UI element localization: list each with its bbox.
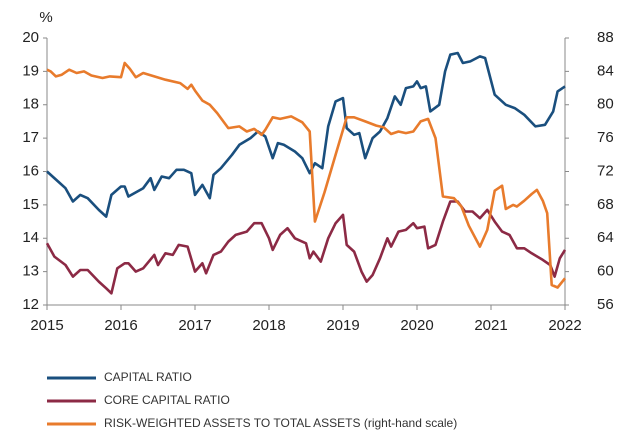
y2-tick-label: 76 bbox=[597, 129, 614, 146]
x-tick-label: 2017 bbox=[178, 317, 211, 334]
series-line bbox=[46, 51, 566, 218]
legend-label: RISK-WEIGHTED ASSETS TO TOTAL ASSETS (ri… bbox=[104, 416, 457, 430]
series-line bbox=[46, 61, 567, 289]
y2-tick-label: 56 bbox=[597, 296, 614, 313]
x-tick-label: 2018 bbox=[252, 317, 285, 334]
y-tick-label: 13 bbox=[22, 263, 39, 280]
y2-tick-label: 80 bbox=[597, 96, 614, 113]
y-tick-label: 16 bbox=[22, 162, 39, 179]
y2-tick-label: 84 bbox=[597, 62, 614, 79]
legend-label: CAPITAL RATIO bbox=[104, 370, 192, 384]
y-axis-unit: % bbox=[39, 9, 52, 26]
x-tick-label: 2016 bbox=[104, 317, 137, 334]
y2-tick-label: 88 bbox=[597, 29, 614, 46]
x-tick-label: 2021 bbox=[474, 317, 507, 334]
legend-label: CORE CAPITAL RATIO bbox=[104, 393, 230, 407]
y-tick-label: 19 bbox=[22, 62, 39, 79]
series-line bbox=[45, 200, 567, 295]
y2-tick-label: 68 bbox=[597, 196, 614, 213]
y-tick-label: 18 bbox=[22, 96, 39, 113]
y-tick-label: 17 bbox=[22, 129, 39, 146]
y2-tick-label: 72 bbox=[597, 162, 614, 179]
y-tick-label: 12 bbox=[22, 296, 39, 313]
x-tick-label: 2020 bbox=[400, 317, 433, 334]
x-tick-label: 2019 bbox=[326, 317, 359, 334]
y2-tick-label: 60 bbox=[597, 263, 614, 280]
x-tick-label: 2015 bbox=[30, 317, 63, 334]
y-tick-label: 20 bbox=[22, 29, 39, 46]
y-tick-label: 14 bbox=[22, 229, 39, 246]
x-tick-label: 2022 bbox=[548, 317, 581, 334]
y-tick-label: 15 bbox=[22, 196, 39, 213]
y2-tick-label: 64 bbox=[597, 229, 614, 246]
